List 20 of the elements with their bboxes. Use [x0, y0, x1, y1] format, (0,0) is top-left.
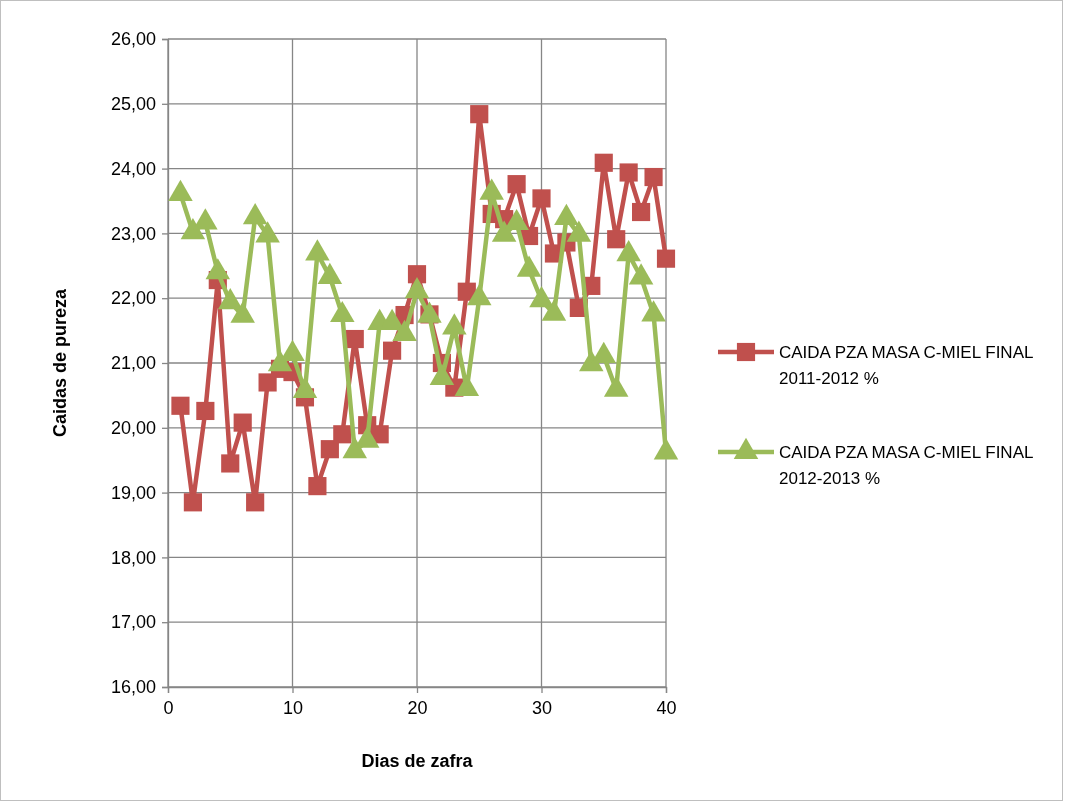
y-tick-label: 16,00 — [110, 677, 156, 698]
x-tick-label: 20 — [407, 697, 428, 718]
y-tick-label: 17,00 — [110, 612, 156, 633]
x-tick-label: 0 — [163, 697, 174, 718]
legend-label: CAIDA PZA MASA C-MIEL FINAL 2012-2013 % — [779, 443, 1034, 488]
x-axis-title: Dias de zafra — [361, 751, 474, 771]
y-tick-label: 18,00 — [110, 547, 156, 568]
y-tick-label: 25,00 — [110, 94, 156, 115]
y-tick-label: 22,00 — [110, 288, 156, 309]
y-tick-label: 26,00 — [110, 29, 156, 50]
y-tick-label: 24,00 — [110, 158, 156, 179]
y-tick-label: 21,00 — [110, 353, 156, 374]
y-tick-label: 23,00 — [110, 223, 156, 244]
x-tick-label: 10 — [282, 697, 304, 718]
legend-label: CAIDA PZA MASA C-MIEL FINAL 2011-2012 % — [779, 343, 1034, 388]
y-tick-label: 19,00 — [110, 482, 156, 503]
y-tick-label: 20,00 — [110, 418, 156, 439]
x-tick-label: 30 — [531, 697, 553, 718]
x-tick-label: 40 — [656, 697, 677, 718]
y-axis-title: Caidas de pureza — [50, 287, 70, 438]
